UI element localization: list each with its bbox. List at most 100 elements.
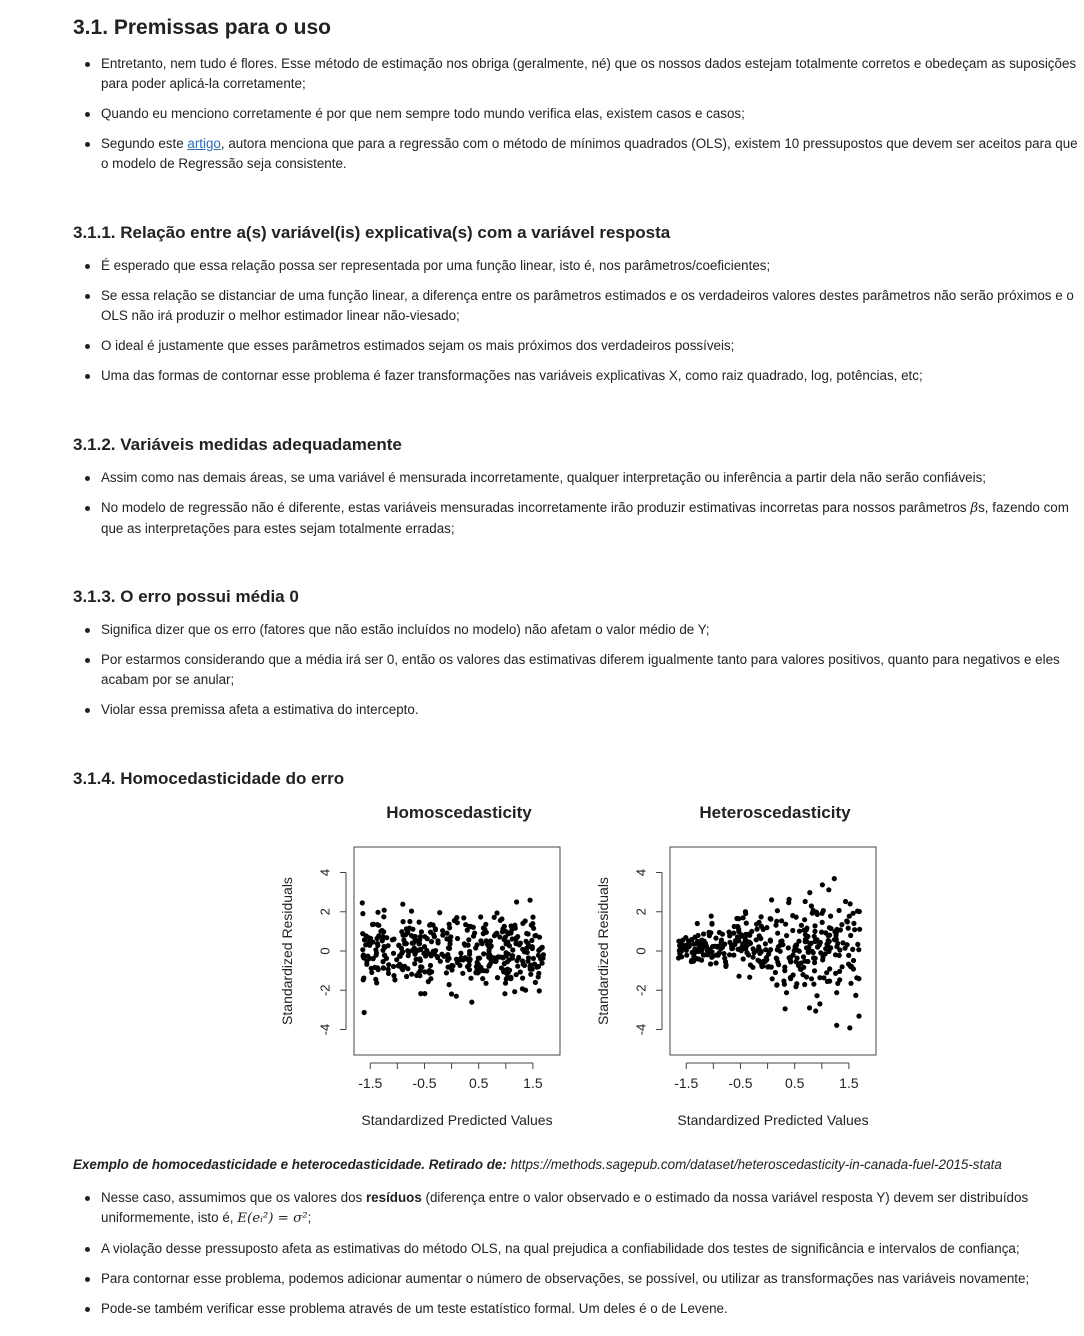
y-tick-label: 2 (633, 908, 648, 915)
data-point (374, 965, 381, 971)
data-point (827, 978, 833, 984)
data-point (468, 975, 474, 981)
data-point (734, 923, 741, 930)
data-point (821, 975, 827, 981)
data-point (381, 914, 387, 920)
data-point (837, 968, 843, 974)
data-point (726, 929, 732, 935)
caption-url: https://methods.sagepub.com/dataset/hete… (506, 1157, 1002, 1172)
chart-title: Homoscedasticity (386, 803, 532, 822)
data-point (736, 973, 742, 979)
data-point (856, 947, 862, 953)
data-point (417, 934, 423, 940)
list-item: Assim como nas demais áreas, se uma vari… (85, 468, 1084, 488)
data-point (825, 940, 831, 946)
data-point (425, 979, 431, 985)
data-point (405, 948, 411, 954)
list-item: Significa dizer que os erro (fatores que… (85, 620, 1084, 640)
data-point (528, 971, 534, 977)
data-point (773, 922, 779, 928)
data-point (774, 947, 780, 953)
data-point (828, 925, 834, 932)
data-point (704, 947, 710, 954)
data-point (817, 939, 823, 945)
data-point (466, 967, 473, 973)
data-point (497, 917, 503, 923)
data-point (539, 960, 545, 966)
list-item: Segundo este artigo, autora menciona que… (85, 134, 1084, 174)
data-point (854, 975, 860, 981)
data-point (762, 941, 768, 947)
data-point (783, 990, 790, 996)
x-tick-label: 1.5 (839, 1075, 859, 1091)
data-point (445, 964, 451, 970)
data-point (517, 969, 523, 975)
data-point (374, 935, 380, 942)
data-point (769, 897, 775, 903)
data-point (498, 965, 505, 971)
data-point (740, 956, 746, 962)
data-point (427, 962, 434, 969)
plot-frame (353, 846, 561, 1056)
formula: E(eᵢ²) = σ² (237, 1211, 308, 1226)
data-point (467, 948, 473, 955)
list-item: Pode-se também verificar esse problema a… (85, 1299, 1084, 1319)
data-point (527, 897, 533, 903)
data-point (400, 919, 406, 925)
list-item: Para contornar esse problema, podemos ad… (85, 1269, 1084, 1289)
data-point (808, 903, 814, 909)
scatter-panel-1: Homoscedasticity -4 -2 0 2 4 Standardized Resi… (280, 803, 561, 1128)
artigo-link[interactable]: artigo (187, 136, 221, 151)
data-point (363, 933, 369, 939)
data-point (397, 961, 403, 967)
data-point (832, 929, 838, 935)
data-point (842, 898, 849, 905)
data-point (775, 930, 781, 936)
data-point (520, 975, 526, 981)
data-point (809, 910, 815, 916)
data-point (464, 956, 470, 962)
list-item: A violação desse pressuposto afeta as es… (85, 1239, 1084, 1259)
data-point (852, 927, 858, 933)
data-point (802, 898, 808, 905)
data-point (818, 950, 824, 956)
data-point (391, 973, 397, 979)
data-point (529, 937, 535, 943)
scatter-panel-2: Heteroscedasticity -4 -2 0 2 4 Standardized Re… (595, 803, 877, 1128)
data-point (691, 941, 697, 947)
data-point (691, 958, 697, 964)
data-point (435, 954, 441, 961)
y-tick-label: -4 (633, 1024, 648, 1036)
data-point (403, 926, 409, 932)
data-point (501, 937, 507, 943)
data-point (444, 936, 450, 942)
data-point (445, 945, 452, 951)
data-point (732, 941, 738, 948)
data-point (497, 934, 503, 940)
data-point (374, 941, 381, 947)
data-point (468, 924, 474, 930)
data-point (855, 941, 861, 947)
data-point (847, 901, 853, 907)
data-point (848, 980, 854, 986)
data-point (525, 931, 531, 937)
data-point (514, 899, 520, 905)
data-point (820, 954, 826, 960)
data-point (819, 929, 825, 935)
data-point (401, 937, 407, 943)
text: s, fazendo com que as interpretações par… (101, 500, 1069, 536)
data-point (844, 942, 850, 948)
data-point (417, 968, 423, 974)
data-point (502, 991, 508, 997)
data-point (722, 955, 728, 961)
data-point (373, 952, 379, 958)
data-point (392, 977, 398, 983)
data-point (454, 935, 461, 942)
data-point (379, 927, 385, 934)
data-point (408, 908, 415, 914)
data-point (380, 947, 386, 953)
list-3-1-1: É esperado que essa relação possa ser re… (73, 256, 1084, 396)
data-point (514, 958, 520, 964)
data-point (441, 953, 447, 959)
data-point (754, 921, 760, 927)
